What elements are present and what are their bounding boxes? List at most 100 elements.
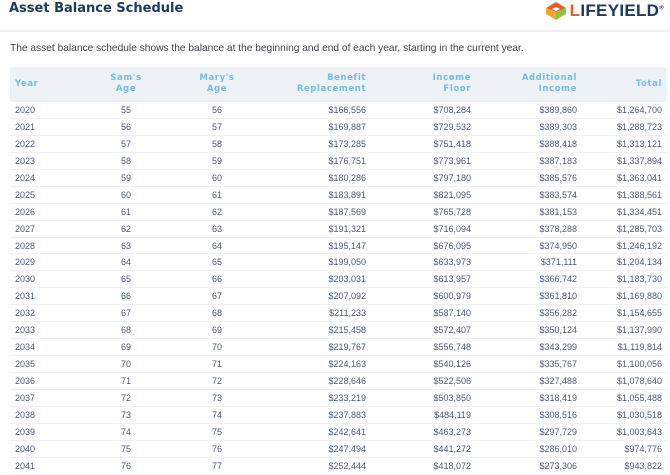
cell-year: 2038 [15, 409, 36, 420]
table-row: 2025 60 61 $183,891 $821,095 $383,574 $1,388,5… [10, 187, 667, 204]
cell-benefit-replacement: $176,751 [328, 155, 366, 166]
cell-year: 2028 [15, 240, 36, 251]
cell-total: $1,137,990 [616, 325, 662, 336]
cell-sams-age: 71 [120, 376, 131, 386]
cell-income-floor: $522,506 [433, 376, 471, 386]
cell-year: 2023 [15, 155, 36, 166]
cell-additional-income: $371,111 [540, 257, 577, 268]
table-row: 2041 76 77 $252,444 $418,072 $273,306 $943,822 [10, 458, 667, 475]
logo-mark-icon [545, 2, 566, 20]
table-row: 2037 72 73 $233,219 $503,850 $318,419 $1,055,4… [10, 390, 667, 407]
cell-benefit-replacement: $237,883 [328, 409, 366, 420]
table-header: Year Sam's Age Mary's Age Benefit Replacement I… [10, 67, 667, 102]
cell-sams-age: 62 [120, 223, 131, 234]
cell-sams-age: 64 [120, 257, 131, 268]
table-row: 2032 67 68 $211,233 $587,140 $356,282 $1,154,6… [10, 305, 667, 323]
cell-additional-income: $385,576 [539, 172, 577, 183]
cell-benefit-replacement: $180,286 [328, 172, 366, 183]
cell-income-floor: $441,272 [433, 443, 471, 454]
cell-additional-income: $387,183 [539, 155, 577, 166]
page-header: Asset Balance Schedule LIFEYIELD® [0, 0, 670, 32]
column-header-benefit-replacement: Benefit Replacement [297, 73, 366, 95]
cell-marys-age: 75 [211, 426, 222, 437]
cell-additional-income: $273,306 [539, 460, 577, 471]
cell-total: $1,169,880 [616, 291, 662, 302]
cell-marys-age: 73 [211, 392, 222, 403]
cell-year: 2021 [15, 121, 36, 132]
cell-sams-age: 72 [120, 392, 131, 403]
cell-marys-age: 71 [211, 359, 222, 370]
cell-additional-income: $356,282 [539, 308, 577, 319]
cell-income-floor: $600,979 [433, 291, 471, 302]
column-header-line: Age [206, 84, 228, 94]
cell-marys-age: 76 [211, 443, 222, 454]
cell-marys-age: 72 [211, 376, 222, 386]
table-row: 2038 73 74 $237,883 $484,119 $308,516 $1,030,5… [10, 407, 667, 424]
cell-sams-age: 65 [120, 274, 131, 285]
cell-additional-income: $297,729 [539, 426, 577, 437]
cell-additional-income: $350,124 [539, 325, 577, 336]
cell-total: $1,288,723 [616, 121, 662, 132]
cell-year: 2032 [15, 308, 36, 319]
table-row: 2033 68 69 $215,458 $572,407 $350,124 $1,137,9… [10, 322, 667, 340]
column-header-line: Income [432, 73, 471, 83]
cell-total: $1,078,640 [616, 376, 662, 386]
cell-benefit-replacement: $199,050 [328, 257, 366, 268]
cell-benefit-replacement: $203,031 [328, 274, 366, 285]
cell-sams-age: 68 [120, 325, 131, 336]
cell-marys-age: 70 [211, 342, 222, 353]
table-row: 2030 65 66 $203,031 $613,957 $366,742 $1,183,7… [10, 271, 667, 289]
cell-total: $1,100,056 [616, 359, 662, 370]
cell-sams-age: 66 [120, 291, 131, 302]
cell-benefit-replacement: $215,458 [328, 325, 366, 336]
cell-sams-age: 55 [120, 105, 131, 115]
cell-marys-age: 69 [211, 325, 222, 336]
cell-total: $1,003,643 [616, 426, 662, 437]
cell-income-floor: $556,748 [433, 342, 471, 353]
cell-sams-age: 67 [120, 308, 131, 319]
cell-marys-age: 77 [211, 460, 222, 471]
table-row: 2027 62 63 $191,321 $716,094 $378,288 $1,285,7… [10, 221, 667, 238]
cell-marys-age: 57 [211, 121, 222, 132]
table-row: 2035 70 71 $224,163 $540,126 $335,767 $1,100,0… [10, 356, 667, 373]
cell-income-floor: $773,961 [433, 155, 471, 166]
cell-total: $1,388,561 [616, 189, 662, 200]
cell-benefit-replacement: $228,646 [328, 376, 366, 386]
cell-total: $1,363,041 [616, 172, 662, 183]
cell-sams-age: 61 [120, 206, 131, 217]
cell-benefit-replacement: $219,767 [328, 342, 366, 353]
cell-benefit-replacement: $252,444 [328, 460, 366, 471]
table-row: 2023 58 59 $176,751 $773,961 $387,183 $1,337,8… [10, 153, 667, 170]
cell-sams-age: 69 [120, 342, 131, 353]
cell-year: 2035 [15, 359, 36, 370]
cell-total: $1,030,518 [616, 409, 662, 420]
cell-income-floor: $708,284 [433, 105, 471, 115]
cell-additional-income: $366,742 [539, 274, 577, 285]
table-row: 2040 75 76 $247,494 $441,272 $286,010 $974,776 [10, 441, 667, 458]
column-header-line: Sam's [110, 73, 142, 83]
cell-marys-age: 58 [211, 138, 222, 149]
table-row: 2039 74 75 $242,641 $463,273 $297,729 $1,003,6… [10, 424, 667, 441]
cell-marys-age: 62 [211, 206, 222, 217]
cell-income-floor: $765,728 [433, 206, 471, 217]
column-header-marys-age: Mary's Age [197, 73, 237, 95]
cell-income-floor: $821,095 [433, 189, 471, 200]
cell-sams-age: 76 [120, 460, 131, 471]
cell-income-floor: $676,095 [433, 240, 471, 251]
cell-income-floor: $613,957 [433, 274, 471, 285]
cell-benefit-replacement: $191,321 [328, 223, 366, 234]
cell-total: $1,055,488 [616, 392, 662, 403]
cell-sams-age: 63 [120, 240, 131, 251]
cell-year: 2039 [15, 426, 36, 437]
cell-benefit-replacement: $207,092 [328, 291, 366, 302]
cell-additional-income: $327,488 [539, 376, 577, 386]
cell-total: $1,337,894 [616, 155, 662, 166]
cell-income-floor: $572,407 [433, 325, 471, 336]
column-header-additional-income: Additional Income [522, 73, 577, 95]
cell-benefit-replacement: $187,569 [328, 206, 366, 217]
cell-total: $1,264,700 [616, 105, 662, 115]
cell-sams-age: 74 [120, 426, 131, 437]
cell-income-floor: $540,126 [433, 359, 471, 370]
cell-marys-age: 61 [211, 189, 222, 200]
cell-additional-income: $308,516 [539, 409, 577, 420]
